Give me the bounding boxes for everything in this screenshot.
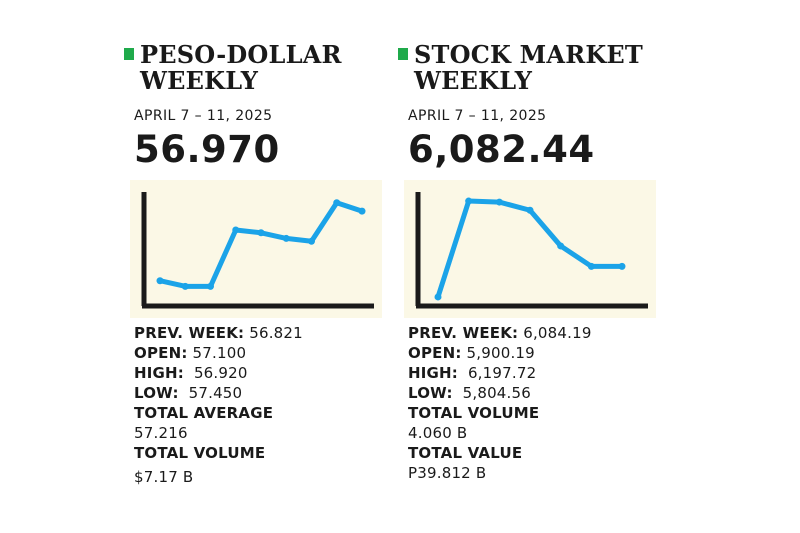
peso-high-row: HIGH: 56.920 <box>134 363 303 383</box>
data-point-4 <box>257 229 265 237</box>
total-volume-label: TOTAL VOLUME <box>134 444 266 462</box>
peso-title-line1: PESO-DOLLAR <box>140 40 342 69</box>
peso-dollar-panel: PESO-DOLLAR WEEKLY APRIL 7 – 11, 2025 56… <box>124 0 384 533</box>
data-point-8 <box>358 207 366 215</box>
low-value: 5,804.56 <box>462 384 532 402</box>
peso-prev-week-row: PREV. WEEK: 56.821 <box>134 323 303 343</box>
total-volume-label: TOTAL VOLUME <box>408 404 540 422</box>
total-volume-value: 4.060 B <box>408 424 468 442</box>
peso-open-row: OPEN: 57.100 <box>134 343 303 363</box>
stock-high-row: HIGH: 6,197.72 <box>408 363 592 383</box>
prev-week-label: PREV. WEEK: <box>134 324 245 342</box>
stock-title-line2: WEEKLY <box>414 66 533 95</box>
prev-week-value: 6,084.19 <box>523 324 592 342</box>
data-point-6 <box>308 237 315 245</box>
low-label: LOW: <box>408 384 453 402</box>
data-point-0 <box>156 277 164 285</box>
stock-heading: STOCK MARKET WEEKLY <box>398 40 643 95</box>
total-value-value: P39.812 B <box>408 464 487 482</box>
open-value: 57.100 <box>192 344 247 362</box>
high-label: HIGH: <box>408 364 458 382</box>
high-value: 6,197.72 <box>467 364 537 382</box>
data-point-3 <box>526 206 534 214</box>
stock-line-chart-svg <box>415 192 648 309</box>
peso-heading: PESO-DOLLAR WEEKLY <box>124 40 342 95</box>
green-square-icon <box>124 48 134 60</box>
stock-date-range: APRIL 7 – 11, 2025 <box>408 108 547 124</box>
low-label: LOW: <box>134 384 179 402</box>
peso-chart <box>130 180 382 318</box>
data-point-1 <box>181 282 189 290</box>
stock-market-panel: STOCK MARKET WEEKLY APRIL 7 – 11, 2025 6… <box>398 0 658 533</box>
stock-chart <box>404 180 656 318</box>
open-label: OPEN: <box>134 344 188 362</box>
stock-low-row: LOW: 5,804.56 <box>408 383 592 403</box>
series-line <box>435 198 625 300</box>
data-point-1 <box>465 197 473 205</box>
data-point-7 <box>333 199 341 207</box>
high-value: 56.920 <box>193 364 248 382</box>
peso-big-value: 56.970 <box>134 128 280 171</box>
prev-week-value: 56.821 <box>249 324 303 342</box>
open-value: 5,900.19 <box>466 344 535 362</box>
peso-line-chart-svg <box>141 192 374 309</box>
stock-prev-week-row: PREV. WEEK: 6,084.19 <box>408 323 592 343</box>
data-point-4 <box>557 242 565 250</box>
peso-low-row: LOW: 57.450 <box>134 383 303 403</box>
total-average-value: 57.216 <box>134 424 188 442</box>
peso-stats: PREV. WEEK: 56.821 OPEN: 57.100 HIGH: 56… <box>134 323 303 487</box>
data-point-0 <box>434 293 442 301</box>
data-point-5 <box>587 262 595 270</box>
stock-stats: PREV. WEEK: 6,084.19 OPEN: 5,900.19 HIGH… <box>408 323 592 483</box>
green-square-icon <box>398 48 408 60</box>
data-point-3 <box>232 226 240 234</box>
total-average-label: TOTAL AVERAGE <box>134 404 274 422</box>
high-label: HIGH: <box>134 364 184 382</box>
data-point-2 <box>495 198 503 206</box>
data-point-2 <box>207 282 214 290</box>
total-value-label: TOTAL VALUE <box>408 444 523 462</box>
data-point-6 <box>618 262 626 270</box>
series-line <box>157 200 365 289</box>
peso-date-range: APRIL 7 – 11, 2025 <box>134 108 273 124</box>
peso-title-line2: WEEKLY <box>140 66 259 95</box>
stock-big-value: 6,082.44 <box>408 128 595 171</box>
stock-title-line1: STOCK MARKET <box>414 40 643 69</box>
stock-open-row: OPEN: 5,900.19 <box>408 343 592 363</box>
open-label: OPEN: <box>408 344 462 362</box>
prev-week-label: PREV. WEEK: <box>408 324 519 342</box>
low-value: 57.450 <box>188 384 243 402</box>
total-volume-value: $7.17 B <box>134 468 194 486</box>
data-point-5 <box>282 234 290 242</box>
